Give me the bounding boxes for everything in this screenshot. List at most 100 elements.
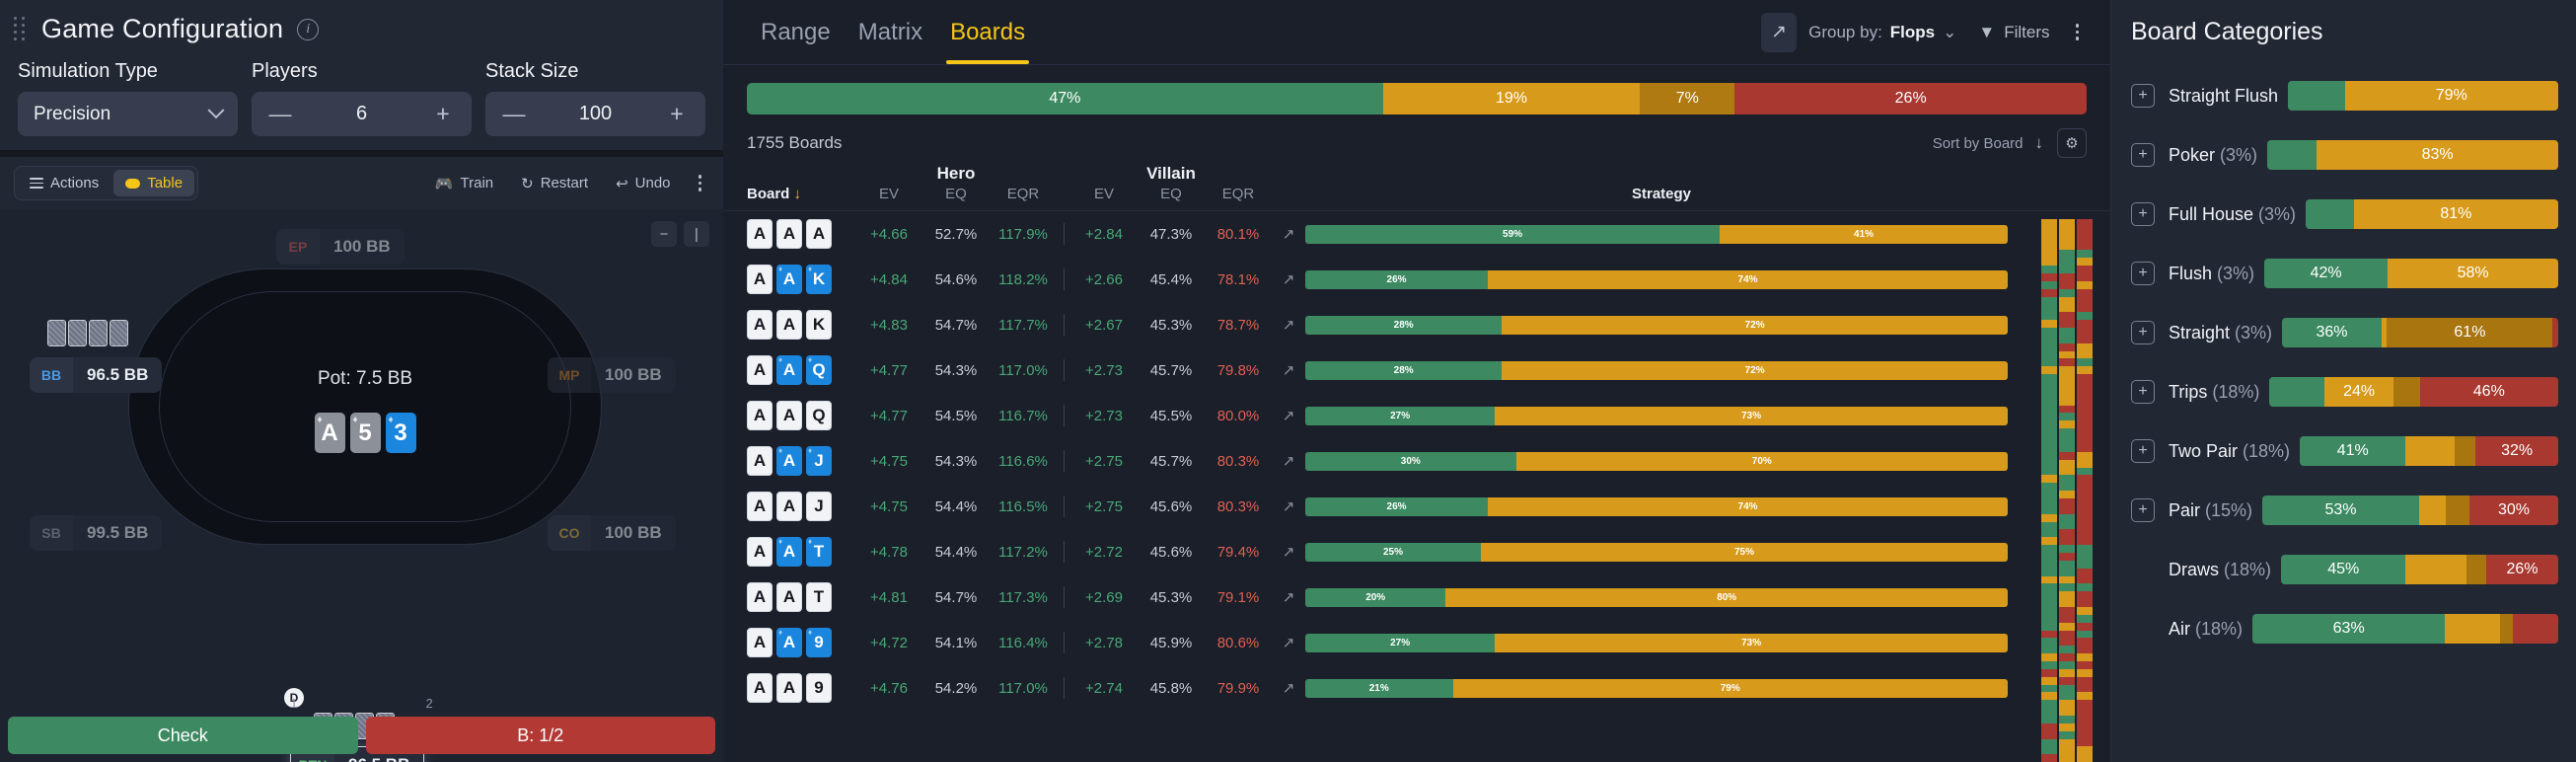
strategy-bar[interactable]: 28% 72%: [1305, 315, 2008, 335]
category-bar[interactable]: 36% 61%: [2282, 318, 2558, 347]
tab-actions[interactable]: Actions: [18, 170, 110, 196]
boards-rows-area[interactable]: A A A +4.66 52.7% 117.9% +2.84 47.3% 80.1% ↗ 59% 41…: [723, 211, 2110, 762]
group-by-control[interactable]: Group by: Flops ⌄: [1808, 23, 1956, 42]
expand-category-button[interactable]: +: [2131, 202, 2155, 226]
board-category-row[interactable]: + Two Pair (18%) 41% 32%: [2131, 421, 2558, 481]
page-1[interactable]: 1: [290, 696, 298, 711]
tab-matrix[interactable]: Matrix: [857, 19, 923, 45]
page-2[interactable]: 2: [425, 696, 433, 711]
expand-category-button[interactable]: +: [2131, 380, 2155, 404]
open-external-icon[interactable]: ↗: [1282, 453, 1295, 470]
stack-size-increment-button[interactable]: +: [670, 101, 684, 126]
open-external-icon[interactable]: ↗: [1282, 317, 1295, 334]
table-row[interactable]: A ♦ A ♦ T +4.78 54.4% 117.2% +2.72 45.6% 79.4% ↗ 25%…: [723, 529, 2110, 574]
strategy-bar[interactable]: 30% 70%: [1305, 451, 2008, 471]
board-category-row[interactable]: +Air (18%)63%: [2131, 599, 2558, 658]
board-category-row[interactable]: + Straight (3%) 36% 61%: [2131, 303, 2558, 362]
strategy-bar[interactable]: 26% 74%: [1305, 269, 2008, 289]
board-category-row[interactable]: + Straight Flush 79%: [2131, 66, 2558, 125]
players-decrement-button[interactable]: —: [268, 101, 292, 126]
strategy-bar[interactable]: 28% 72%: [1305, 360, 2008, 380]
filters-button[interactable]: ▼ Filters: [1978, 23, 2049, 42]
center-more-options-button[interactable]: [2068, 20, 2088, 44]
expand-category-button[interactable]: +: [2131, 262, 2155, 285]
tab-table[interactable]: Table: [113, 170, 195, 196]
category-bar[interactable]: 63%: [2252, 614, 2558, 644]
train-button[interactable]: 🎮 Train: [427, 170, 501, 197]
undo-button[interactable]: ↩ Undo: [608, 170, 678, 197]
stack-size-stepper[interactable]: — 100 +: [485, 92, 705, 136]
expand-category-button[interactable]: +: [2131, 439, 2155, 463]
category-bar[interactable]: 42% 58%: [2264, 259, 2558, 288]
column-header-hero-eq[interactable]: EQ: [945, 186, 967, 202]
category-bar[interactable]: 53% 30%: [2262, 495, 2558, 525]
summary-segment-2[interactable]: 19%: [1382, 83, 1641, 114]
column-header-villain-eqr[interactable]: EQR: [1221, 186, 1255, 202]
category-bar[interactable]: 83%: [2267, 140, 2558, 170]
strategy-bar[interactable]: 26% 74%: [1305, 496, 2008, 516]
table-row[interactable]: A ♦ A ♦ 9 +4.72 54.1% 116.4% +2.78 45.9% 80.6% ↗ 27%…: [723, 620, 2110, 665]
open-external-icon[interactable]: ↗: [1282, 362, 1295, 379]
sort-by-label[interactable]: Sort by Board: [1932, 134, 2024, 152]
tab-boards[interactable]: Boards: [936, 1, 1039, 64]
open-external-icon[interactable]: ↗: [1282, 635, 1295, 651]
category-bar[interactable]: 79%: [2288, 81, 2558, 111]
open-external-icon[interactable]: ↗: [1282, 498, 1295, 515]
table-row[interactable]: A A A +4.66 52.7% 117.9% +2.84 47.3% 80.1% ↗ 59% 41…: [723, 211, 2110, 257]
minimize-button[interactable]: −: [651, 221, 677, 247]
gear-icon[interactable]: ⚙: [2057, 128, 2087, 158]
seat-bb[interactable]: BB 96.5 BB: [30, 357, 163, 393]
summary-segment-3[interactable]: 7%: [1640, 83, 1735, 114]
summary-segment-4[interactable]: 26%: [1734, 83, 2087, 114]
category-bar[interactable]: 81%: [2306, 199, 2558, 229]
table-row[interactable]: A A 9 +4.76 54.2% 117.0% +2.74 45.8% 79.9% ↗ 21% 79…: [723, 665, 2110, 711]
simulation-type-select[interactable]: Precision: [18, 92, 238, 136]
expand-category-button[interactable]: +: [2131, 321, 2155, 344]
sort-direction-icon[interactable]: ↓: [2034, 133, 2044, 152]
seat-sb[interactable]: SB 99.5 BB: [30, 515, 163, 551]
table-row[interactable]: A ♦ A ♦ K +4.84 54.6% 118.2% +2.66 45.4% 78.1% ↗ 26%…: [723, 257, 2110, 302]
seat-co[interactable]: CO 100 BB: [548, 515, 676, 551]
strategy-bar[interactable]: 20% 80%: [1305, 587, 2008, 607]
table-row[interactable]: A ♦ A ♦ Q +4.77 54.3% 117.0% +2.73 45.7% 79.8% ↗ 28%…: [723, 347, 2110, 393]
players-stepper[interactable]: — 6 +: [252, 92, 472, 136]
open-external-icon[interactable]: ↗: [1282, 226, 1295, 243]
board-category-row[interactable]: + Poker (3%) 83%: [2131, 125, 2558, 185]
expand-category-button[interactable]: +: [2131, 84, 2155, 108]
restart-button[interactable]: ↻ Restart: [513, 170, 596, 197]
table-row[interactable]: A A K +4.83 54.7% 117.7% +2.67 45.3% 78.7% ↗ 28% 72…: [723, 302, 2110, 347]
strategy-bar[interactable]: 27% 73%: [1305, 406, 2008, 425]
board-category-row[interactable]: + Pair (15%) 53% 30%: [2131, 481, 2558, 540]
check-button[interactable]: Check: [8, 717, 358, 754]
expand-icon[interactable]: ↗: [1761, 12, 1798, 52]
board-category-row[interactable]: + Trips (18%) 24% 46%: [2131, 362, 2558, 421]
column-header-villain-eq[interactable]: EQ: [1160, 186, 1182, 202]
strategy-bar[interactable]: 21% 79%: [1305, 678, 2008, 698]
open-external-icon[interactable]: ↗: [1282, 271, 1295, 288]
players-increment-button[interactable]: +: [436, 101, 450, 126]
strategy-bar[interactable]: 25% 75%: [1305, 542, 2008, 562]
tab-range[interactable]: Range: [761, 19, 831, 45]
column-header-board[interactable]: Board ↓: [747, 186, 802, 202]
open-external-icon[interactable]: ↗: [1282, 589, 1295, 606]
expand-category-button[interactable]: +: [2131, 143, 2155, 167]
bet-half-pot-button[interactable]: B: 1/2: [365, 717, 715, 754]
expand-category-button[interactable]: +: [2131, 498, 2155, 522]
seat-ep[interactable]: EP 100 BB: [276, 229, 405, 265]
column-header-hero-eqr[interactable]: EQR: [1006, 186, 1040, 202]
split-view-button[interactable]: |: [684, 221, 709, 247]
open-external-icon[interactable]: ↗: [1282, 544, 1295, 561]
column-header-villain-ev[interactable]: EV: [1093, 186, 1114, 202]
info-icon[interactable]: i: [297, 18, 320, 40]
left-more-options-button[interactable]: [691, 171, 710, 195]
drag-handle-icon[interactable]: [14, 17, 28, 42]
column-header-hero-ev[interactable]: EV: [878, 186, 899, 202]
board-category-row[interactable]: +Draws (18%)45%26%: [2131, 540, 2558, 599]
category-bar[interactable]: 45% 26%: [2281, 555, 2558, 584]
category-bar[interactable]: 41% 32%: [2300, 436, 2558, 466]
seat-mp[interactable]: MP 100 BB: [548, 357, 676, 393]
board-category-row[interactable]: + Flush (3%) 42% 58%: [2131, 244, 2558, 303]
category-bar[interactable]: 24% 46%: [2269, 377, 2558, 407]
strategy-bar[interactable]: 59% 41%: [1305, 224, 2008, 244]
table-row[interactable]: A A T +4.81 54.7% 117.3% +2.69 45.3% 79.1% ↗ 20% 80…: [723, 574, 2110, 620]
